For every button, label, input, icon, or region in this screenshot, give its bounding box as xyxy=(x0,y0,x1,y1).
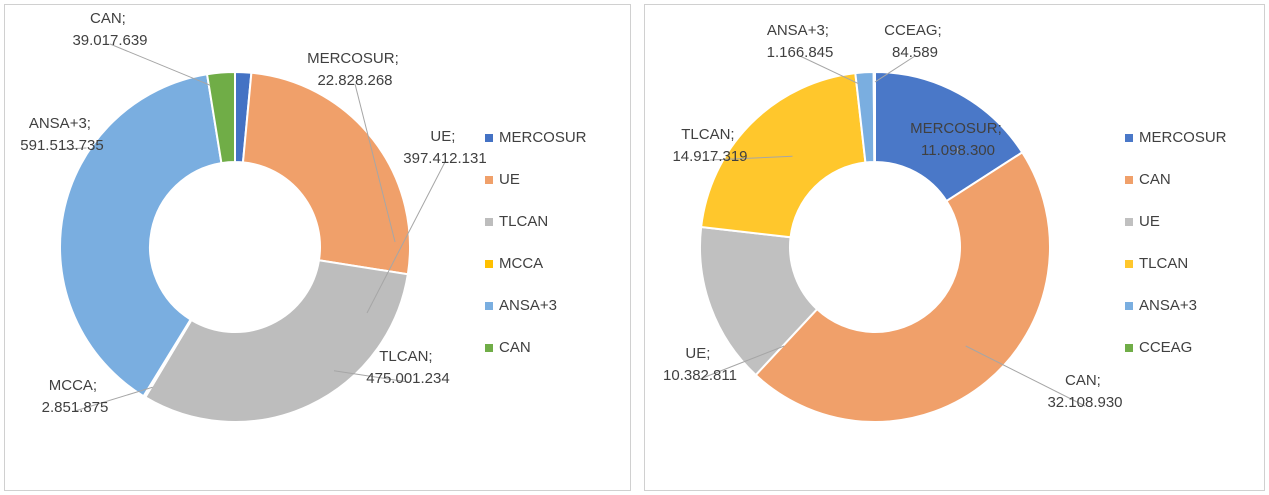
legend-label: CAN xyxy=(1139,171,1171,188)
leader-line xyxy=(61,147,87,150)
legend-swatch xyxy=(1125,218,1133,226)
data-label-line: 475.001.234 xyxy=(366,370,449,387)
data-label-line: MERCOSUR; xyxy=(910,120,1006,137)
slice xyxy=(143,259,410,423)
data-label-line: 1.166.845 xyxy=(767,44,834,61)
data-label-line: 22.828.268 xyxy=(317,72,392,89)
legend-label: ANSA+3 xyxy=(499,297,557,314)
legend-swatch xyxy=(1125,344,1133,352)
data-label: UE; 397.412.131 xyxy=(403,128,486,167)
data-label-line: 32.108.930 xyxy=(1047,394,1122,411)
legend-swatch xyxy=(1125,134,1133,142)
data-label-line: CAN; xyxy=(1065,372,1105,389)
legend-label: TLCAN xyxy=(499,213,548,230)
data-label-line: 84.589 xyxy=(892,44,938,61)
data-label-line: 591.513.735 xyxy=(20,137,103,154)
slice xyxy=(241,71,411,276)
data-label-line: ANSA+3; xyxy=(767,22,833,39)
data-label: TLCAN; 14.917.319 xyxy=(672,126,747,165)
data-label-line: CAN; xyxy=(90,10,130,27)
legend-swatch xyxy=(485,176,493,184)
legend-swatch xyxy=(485,134,493,142)
data-label-line: 11.098.300 xyxy=(921,142,995,159)
data-label-line: UE; xyxy=(430,128,459,145)
legend-label: UE xyxy=(1139,213,1160,230)
data-label-line: MCCA; xyxy=(49,377,102,394)
data-label: ANSA+3; 591.513.735 xyxy=(20,115,103,154)
data-label: CAN; 39.017.639 xyxy=(72,10,147,49)
data-label: TLCAN; 475.001.234 xyxy=(366,348,449,387)
legend-label: MERCOSUR xyxy=(1139,129,1227,146)
leader-line xyxy=(109,43,211,86)
legend-swatch xyxy=(485,260,493,268)
legend-label: CAN xyxy=(499,339,531,356)
data-label-line: CCEAG; xyxy=(884,22,946,39)
data-label-line: ANSA+3; xyxy=(29,115,95,132)
legend-swatch xyxy=(485,218,493,226)
leader-line xyxy=(874,55,916,83)
leader-line xyxy=(957,147,959,155)
leader-line xyxy=(366,161,446,314)
data-label-line: 2.851.875 xyxy=(42,399,109,416)
legend-swatch xyxy=(1125,302,1133,310)
leader-line xyxy=(74,386,153,412)
data-label: MERCOSUR; 11.098.300 xyxy=(910,120,1006,159)
data-label-line: MERCOSUR; xyxy=(307,50,403,67)
data-label: MCCA; 2.851.875 xyxy=(42,377,109,416)
leader-line xyxy=(709,155,793,161)
slice xyxy=(205,70,236,165)
data-label: UE; 10.382.811 xyxy=(663,345,737,384)
legend-label: CCEAG xyxy=(1139,339,1192,356)
legend-swatch xyxy=(485,302,493,310)
data-label-line: TLCAN; xyxy=(379,348,437,365)
legend-label: UE xyxy=(499,171,520,188)
data-label: MERCOSUR; 22.828.268 xyxy=(307,50,403,89)
slice xyxy=(700,72,867,239)
data-label: CCEAG; 84.589 xyxy=(884,22,946,61)
legend-label: MERCOSUR xyxy=(499,129,587,146)
legend-label: MCCA xyxy=(499,255,543,272)
leader-line xyxy=(699,345,785,380)
data-label: ANSA+3; 1.166.845 xyxy=(767,22,834,61)
data-label-line: 14.917.319 xyxy=(672,148,747,165)
data-label-line: 397.412.131 xyxy=(403,150,486,167)
slice xyxy=(59,73,223,398)
data-label-line: 39.017.639 xyxy=(72,32,147,49)
leader-line xyxy=(965,345,1086,407)
leader-line xyxy=(799,55,859,85)
data-label-line: UE; xyxy=(685,345,714,362)
data-label-line: 10.382.811 xyxy=(663,367,737,384)
legend-label: TLCAN xyxy=(1139,255,1188,272)
data-label: CAN; 32.108.930 xyxy=(1047,372,1122,411)
slice xyxy=(872,70,876,164)
leader-line xyxy=(333,370,409,383)
legend-swatch xyxy=(1125,176,1133,184)
legend-swatch xyxy=(485,344,493,352)
leader-line xyxy=(354,83,396,243)
legend-label: ANSA+3 xyxy=(1139,297,1197,314)
data-label-line: TLCAN; xyxy=(681,126,739,143)
slice xyxy=(754,151,1051,423)
legend-swatch xyxy=(1125,260,1133,268)
